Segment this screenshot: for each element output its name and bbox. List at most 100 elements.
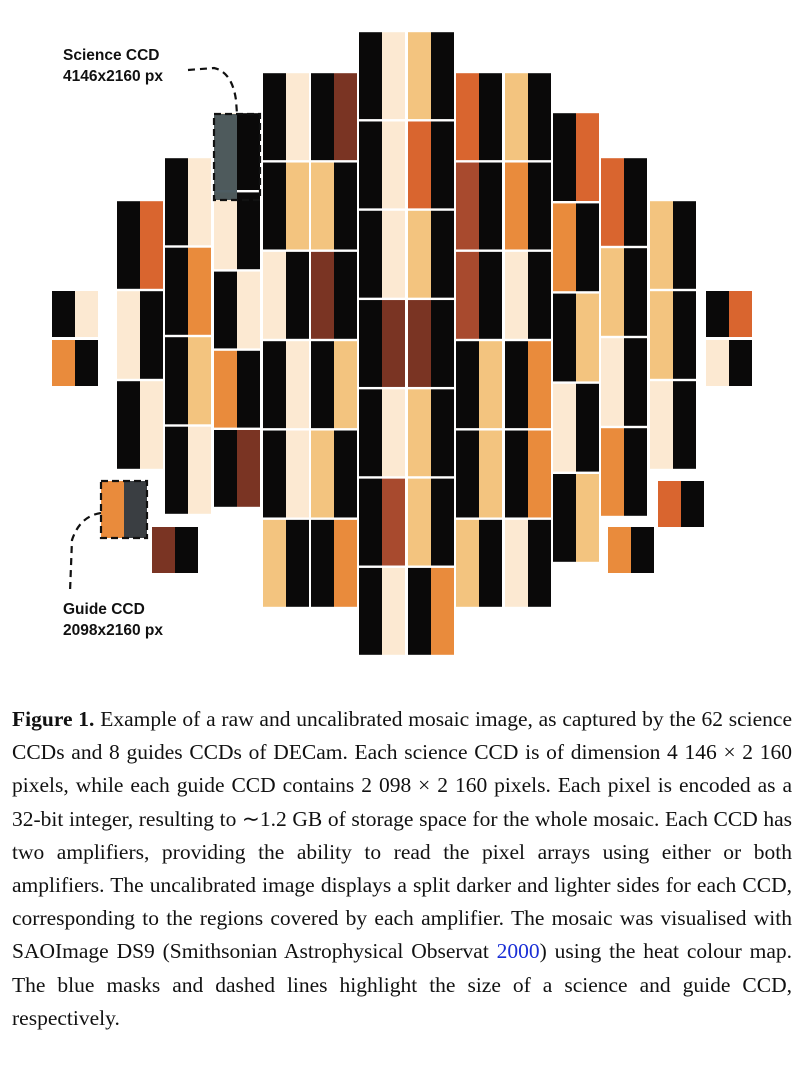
amplifier-left-half [359,121,382,209]
science-ccd [165,247,211,335]
amplifier-left-half [214,350,237,428]
amplifier-right-half [576,383,599,472]
amplifier-right-half [479,519,502,607]
amplifier-left-half [214,192,237,270]
amplifier-left-half [608,527,631,573]
amplifier-left-half [408,121,431,209]
science-ccd [311,251,357,339]
amplifier-left-half [311,162,334,250]
amplifier-left-half [505,341,528,429]
amplifier-left-half [553,474,576,562]
science-ccd [359,121,405,209]
amplifier-right-half [382,210,405,298]
amplifier-right-half [382,121,405,209]
amplifier-left-half [650,201,673,289]
amplifier-left-half [359,478,382,566]
amplifier-left-half [117,291,140,379]
amplifier-left-half [263,341,286,429]
science-ccd [505,162,551,250]
science-ccd [117,381,163,469]
caption-text: Example of a raw and uncalibrated mosaic… [12,707,792,964]
amplifier-right-half [576,113,599,201]
amplifier-right-half [75,291,98,337]
amplifier-right-half [624,428,647,516]
amplifier-right-half [673,381,696,469]
amplifier-left-half [408,32,431,120]
amplifier-right-half [237,430,260,507]
amplifier-left-half [706,291,729,337]
amplifier-right-half [382,389,405,477]
amplifier-right-half [528,251,551,339]
science-ccd [408,210,454,298]
amplifier-right-half [681,481,704,527]
science-ccd [553,383,599,472]
amplifier-right-half [528,341,551,429]
science-ccd [505,251,551,339]
science-ccd [408,389,454,477]
amplifier-left-half [553,203,576,292]
amplifier-right-half [334,162,357,250]
amplifier-left-half [52,291,75,337]
amplifier-right-half [631,527,654,573]
figure-caption: Figure 1. Example of a raw and uncalibra… [12,703,792,1035]
amplifier-right-half [382,567,405,655]
science-ccd [553,113,599,201]
amplifier-left-half [165,426,188,514]
amplifier-left-half [553,383,576,472]
amplifier-right-half [479,430,502,518]
amplifier-right-half [431,300,454,387]
citation-link[interactable]: 2000 [496,939,540,964]
amplifier-left-half [505,73,528,161]
science-ccd-title: Science CCD [63,47,160,64]
amplifier-left-half [263,73,286,161]
amplifier-left-half [505,251,528,339]
amplifier-right-half [140,201,163,289]
science-ccd [553,474,599,562]
highlight-masks [99,112,262,540]
amplifier-right-half [673,201,696,289]
amplifier-left-half [165,247,188,335]
amplifier-right-half [528,430,551,518]
amplifier-right-half [188,247,211,335]
science-ccd [359,32,405,120]
science-ccd [456,519,502,607]
science-ccd [456,73,502,161]
amplifier-right-half [528,519,551,607]
amplifier-left-half [408,389,431,477]
science-ccd-dashed-outline [212,112,262,202]
amplifier-right-half [286,162,309,250]
amplifier-right-half [286,519,309,607]
science-ccd [408,32,454,120]
science-ccd [359,300,405,387]
amplifier-right-half [431,210,454,298]
amplifier-left-half [117,201,140,289]
amplifier-left-half [359,300,382,387]
science-ccd-dashed-line [187,66,239,115]
amplifier-right-half [286,341,309,429]
science-ccd [311,341,357,429]
amplifier-left-half [263,519,286,607]
science-ccd [505,519,551,607]
guide-ccd-label: Guide CCD 2098x2160 px [63,599,163,641]
science-ccd [601,158,647,246]
amplifier-right-half [576,474,599,562]
science-ccd [214,192,260,270]
ccd-mosaic-figure [52,32,752,655]
amplifier-left-half [101,481,124,538]
amplifier-left-half [505,162,528,250]
guide-ccd [706,340,752,386]
guide-ccd-size: 2098x2160 px [63,622,163,639]
amplifier-left-half [553,293,576,382]
amplifier-left-half [152,527,175,573]
amplifier-right-half [140,291,163,379]
amplifier-left-half [311,251,334,339]
amplifier-left-half [408,210,431,298]
amplifier-left-half [359,32,382,120]
amplifier-right-half [576,203,599,292]
amplifier-right-half [431,567,454,655]
science-ccd [553,203,599,292]
science-ccd [456,430,502,518]
amplifier-right-half [729,340,752,386]
amplifier-right-half [624,158,647,246]
amplifier-left-half [117,381,140,469]
